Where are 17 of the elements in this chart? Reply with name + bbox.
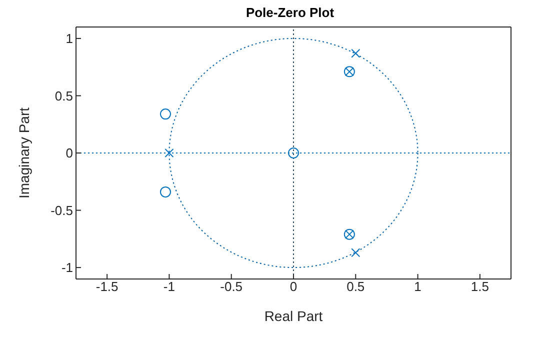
y-tick-label: -0.5 xyxy=(50,202,73,218)
point xyxy=(160,108,171,120)
point xyxy=(160,186,171,198)
chart-title: Pole-Zero Plot xyxy=(244,5,336,20)
x-axis-title: Real Part xyxy=(264,308,323,324)
x-tick-label: 0.5 xyxy=(346,279,365,294)
x-tick-label: 1 xyxy=(414,279,422,294)
x-tick-label: 1.5 xyxy=(470,279,489,294)
x-tick-label: -0.5 xyxy=(220,279,243,294)
x-tick-label: -1.5 xyxy=(96,279,118,294)
x-tick-label: 0 xyxy=(290,279,298,294)
y-axis-title: Imaginary Part xyxy=(16,107,32,199)
x-tick-label: -1 xyxy=(163,279,175,294)
y-tick-label: -1 xyxy=(61,260,73,276)
y-tick-label: 1 xyxy=(66,31,73,46)
y-tick-label: 0 xyxy=(66,146,73,161)
y-tick-label: 0.5 xyxy=(54,88,73,104)
